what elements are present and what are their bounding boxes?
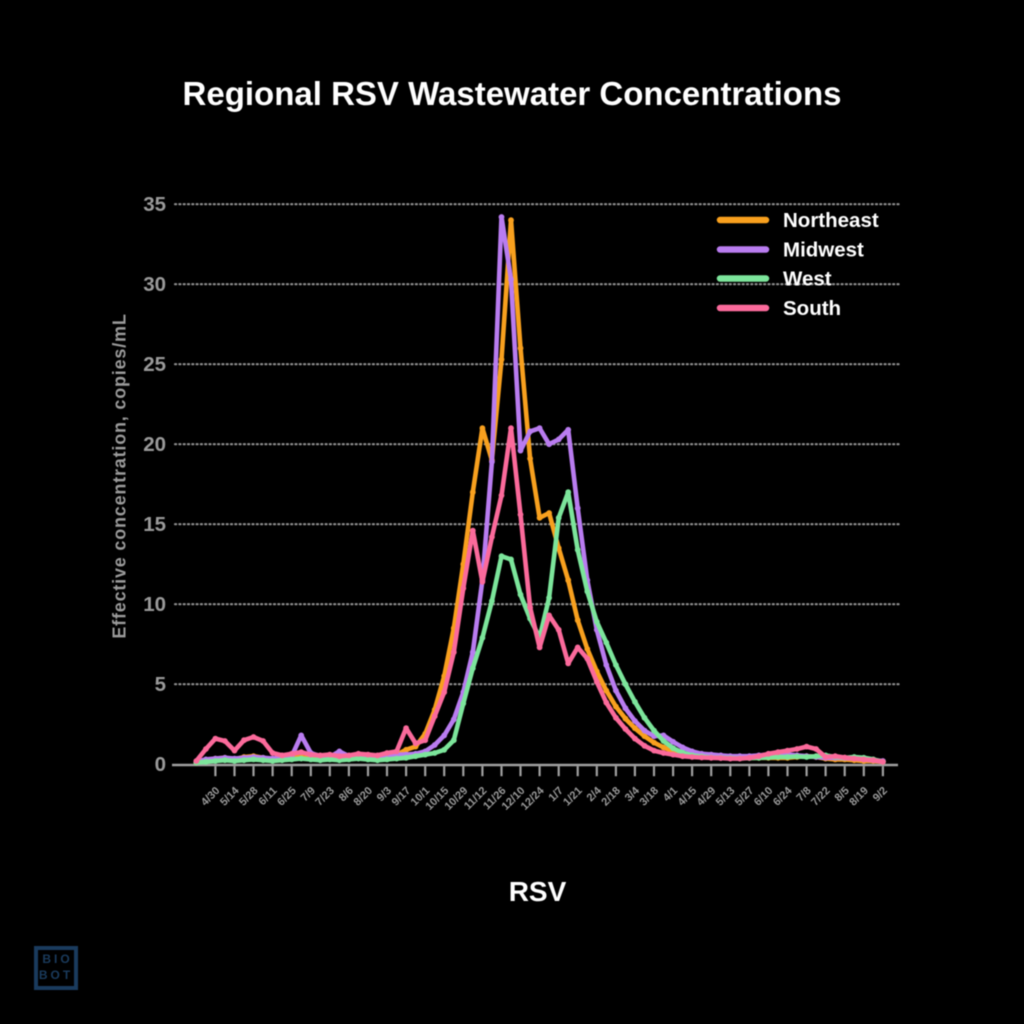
svg-text:25: 25 <box>143 353 166 376</box>
svg-text:West: West <box>783 268 832 291</box>
svg-text:30: 30 <box>143 273 166 296</box>
svg-text:15: 15 <box>143 513 166 536</box>
svg-text:35: 35 <box>143 193 166 216</box>
svg-text:10: 10 <box>143 593 166 616</box>
svg-text:20: 20 <box>143 433 166 456</box>
svg-text:South: South <box>783 297 841 320</box>
svg-text:5: 5 <box>155 673 166 696</box>
svg-text:Midwest: Midwest <box>783 239 864 262</box>
svg-text:Northeast: Northeast <box>783 209 879 232</box>
svg-text:0: 0 <box>155 753 166 776</box>
